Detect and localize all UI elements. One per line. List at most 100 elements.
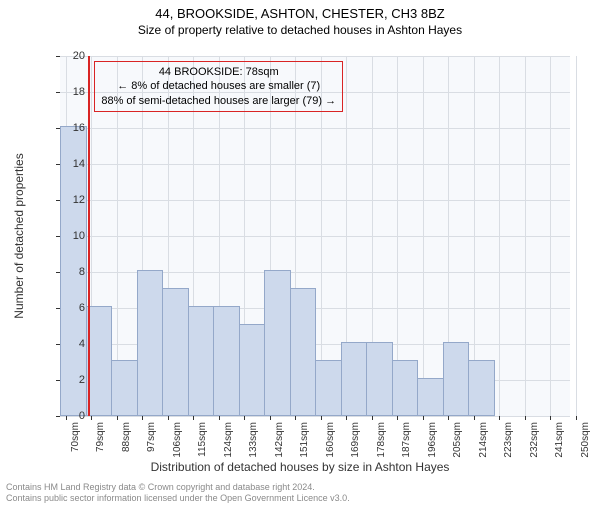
footer: Contains HM Land Registry data © Crown c… (6, 482, 350, 504)
ytick-mark (56, 92, 60, 93)
gridline-h (60, 56, 570, 57)
xtick-label: 124sqm (223, 422, 234, 458)
xtick-label: 79sqm (95, 422, 106, 452)
ytick-label: 2 (79, 374, 85, 386)
xtick-mark (66, 416, 67, 420)
bar (239, 324, 266, 416)
chart-title: 44, BROOKSIDE, ASHTON, CHESTER, CH3 8BZ (0, 6, 600, 21)
xtick-label: 241sqm (554, 422, 565, 458)
xtick-mark (397, 416, 398, 420)
xtick-mark (270, 416, 271, 420)
y-axis-label: Number of detached properties (12, 153, 26, 318)
xtick-mark (295, 416, 296, 420)
ytick-mark (56, 272, 60, 273)
xtick-mark (372, 416, 373, 420)
ytick-mark (56, 308, 60, 309)
bar (137, 270, 164, 416)
xtick-label: 223sqm (503, 422, 514, 458)
xtick-label: 196sqm (427, 422, 438, 458)
xtick-mark (91, 416, 92, 420)
xtick-label: 214sqm (478, 422, 489, 458)
xtick-label: 187sqm (401, 422, 412, 458)
ytick-label: 18 (73, 86, 85, 98)
xtick-mark (423, 416, 424, 420)
bar (468, 360, 495, 416)
xtick-label: 178sqm (376, 422, 387, 458)
footer-line1: Contains HM Land Registry data © Crown c… (6, 482, 350, 493)
xtick-mark (448, 416, 449, 420)
bar (213, 306, 240, 416)
bar (111, 360, 138, 416)
xtick-mark (499, 416, 500, 420)
xtick-mark (474, 416, 475, 420)
xtick-label: 70sqm (70, 422, 81, 452)
ytick-mark (56, 56, 60, 57)
gridline-v (576, 56, 577, 416)
ytick-label: 12 (73, 194, 85, 206)
bar (162, 288, 189, 416)
ytick-label: 20 (73, 50, 85, 62)
bar (366, 342, 393, 416)
ytick-mark (56, 380, 60, 381)
ytick-label: 10 (73, 230, 85, 242)
xtick-mark (117, 416, 118, 420)
xtick-mark (219, 416, 220, 420)
xtick-label: 106sqm (172, 422, 183, 458)
bar (315, 360, 342, 416)
ytick-mark (56, 164, 60, 165)
bar (443, 342, 470, 416)
marker-line (88, 56, 90, 416)
xtick-mark (576, 416, 577, 420)
gridline-h (60, 236, 570, 237)
xtick-label: 142sqm (274, 422, 285, 458)
ytick-label: 8 (79, 266, 85, 278)
xtick-label: 250sqm (580, 422, 591, 458)
bar (417, 378, 444, 416)
ytick-mark (56, 128, 60, 129)
xtick-label: 232sqm (529, 422, 540, 458)
gridline-h (60, 416, 570, 417)
gridline-v (550, 56, 551, 416)
xtick-label: 169sqm (350, 422, 361, 458)
chart-subtitle: Size of property relative to detached ho… (0, 23, 600, 37)
gridline-v (423, 56, 424, 416)
xtick-label: 88sqm (121, 422, 132, 452)
xtick-label: 97sqm (146, 422, 157, 452)
ytick-label: 4 (79, 338, 85, 350)
x-axis-label: Distribution of detached houses by size … (0, 460, 600, 474)
xtick-mark (321, 416, 322, 420)
xtick-mark (142, 416, 143, 420)
xtick-label: 160sqm (325, 422, 336, 458)
annotation-box: 44 BROOKSIDE: 78sqm ← 8% of detached hou… (94, 61, 343, 112)
bar (290, 288, 317, 416)
footer-line2: Contains public sector information licen… (6, 493, 350, 504)
gridline-h (60, 200, 570, 201)
ytick-mark (56, 344, 60, 345)
xtick-label: 205sqm (452, 422, 463, 458)
annotation-line3: 88% of semi-detached houses are larger (… (101, 94, 336, 108)
xtick-label: 133sqm (248, 422, 259, 458)
bar (264, 270, 291, 416)
annotation-line1: 44 BROOKSIDE: 78sqm (101, 65, 336, 79)
bar (392, 360, 419, 416)
ytick-mark (56, 200, 60, 201)
xtick-label: 115sqm (197, 422, 208, 457)
xtick-mark (168, 416, 169, 420)
gridline-v (499, 56, 500, 416)
ytick-mark (56, 236, 60, 237)
chart-container: 44, BROOKSIDE, ASHTON, CHESTER, CH3 8BZ … (0, 6, 600, 506)
ytick-label: 14 (73, 158, 85, 170)
gridline-h (60, 164, 570, 165)
xtick-mark (244, 416, 245, 420)
xtick-mark (346, 416, 347, 420)
bar (188, 306, 215, 416)
xtick-label: 151sqm (299, 422, 310, 458)
gridline-h (60, 128, 570, 129)
xtick-mark (550, 416, 551, 420)
ytick-label: 6 (79, 302, 85, 314)
gridline-v (525, 56, 526, 416)
ytick-mark (56, 416, 60, 417)
plot-area: 44 BROOKSIDE: 78sqm ← 8% of detached hou… (60, 56, 570, 416)
annotation-line2: ← 8% of detached houses are smaller (7) (101, 79, 336, 93)
bar (341, 342, 368, 416)
